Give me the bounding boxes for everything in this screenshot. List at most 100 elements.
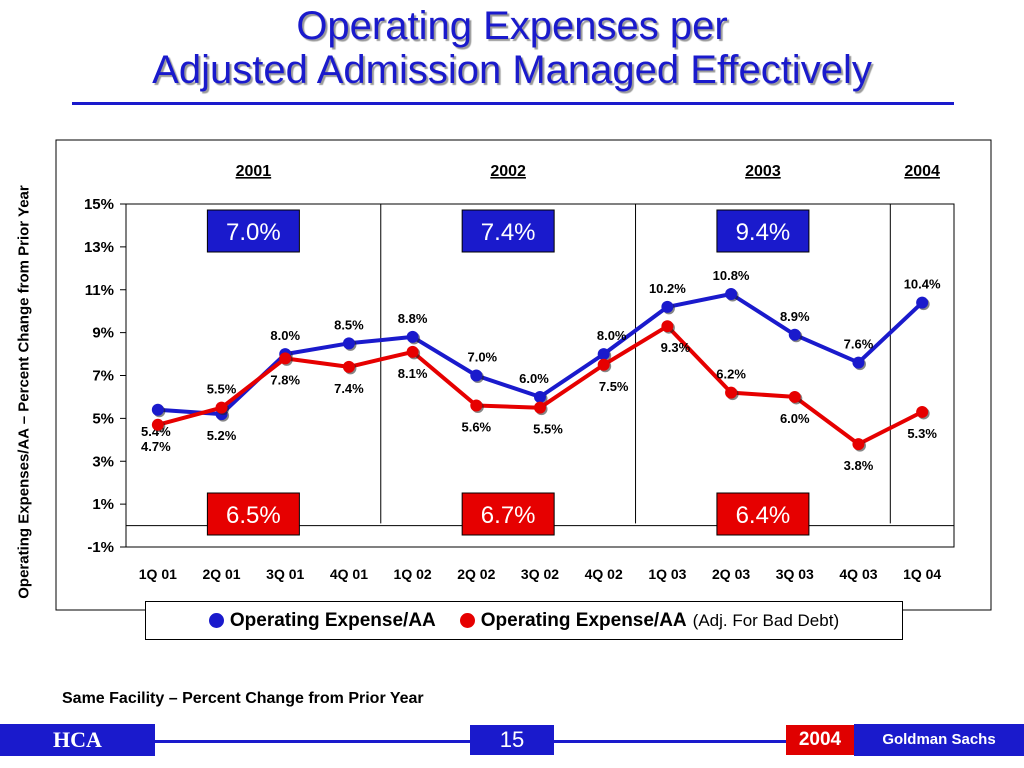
data-label: 7.0% bbox=[467, 350, 497, 365]
data-point bbox=[470, 369, 483, 382]
data-label: 5.3% bbox=[907, 426, 937, 441]
x-tick-label: 1Q 03 bbox=[648, 566, 686, 582]
data-point bbox=[151, 418, 164, 431]
y-tick-label: 5% bbox=[92, 410, 114, 427]
year-summary-bottom-box bbox=[461, 492, 555, 536]
footer-partner: Goldman Sachs bbox=[854, 724, 1024, 756]
x-tick-label: 2Q 03 bbox=[712, 566, 750, 582]
red-dot-icon bbox=[459, 613, 475, 628]
data-label: 7.5% bbox=[599, 379, 629, 394]
title-underline bbox=[72, 102, 954, 105]
data-point bbox=[470, 399, 483, 412]
data-label: 6.2% bbox=[716, 367, 746, 382]
data-label: 8.5% bbox=[334, 317, 364, 332]
data-point bbox=[788, 390, 801, 403]
year-summary-top-value: 9.4% bbox=[736, 219, 791, 246]
legend-label-opex-adj: Operating Expense/AA bbox=[480, 609, 687, 631]
y-tick-label: 1% bbox=[92, 496, 114, 513]
data-label: 8.1% bbox=[398, 366, 428, 381]
data-point bbox=[215, 401, 228, 414]
x-tick-label: 4Q 01 bbox=[330, 566, 368, 582]
y-tick-label: -1% bbox=[87, 539, 114, 556]
data-point bbox=[661, 300, 674, 313]
y-tick-label: 7% bbox=[92, 368, 114, 385]
title-line-1: Operating Expenses per bbox=[296, 4, 728, 48]
data-label: 10.4% bbox=[904, 277, 941, 292]
data-label: 5.2% bbox=[207, 428, 237, 443]
year-summary-top-value: 7.4% bbox=[481, 219, 536, 246]
year-summary-top-box bbox=[206, 209, 300, 253]
data-point bbox=[342, 337, 355, 350]
blue-dot-icon bbox=[208, 613, 224, 628]
x-tick-label: 1Q 02 bbox=[394, 566, 432, 582]
y-tick-label: 15% bbox=[84, 196, 114, 213]
hca-logo: HCA bbox=[0, 724, 155, 756]
year-summary-bottom-value: 6.7% bbox=[481, 502, 536, 529]
data-label: 3.8% bbox=[844, 458, 874, 473]
data-label: 5.6% bbox=[461, 420, 491, 435]
data-label: 5.5% bbox=[207, 382, 237, 397]
y-tick-label: 11% bbox=[85, 282, 114, 299]
page-number: 15 bbox=[470, 725, 554, 755]
x-tick-label: 3Q 03 bbox=[776, 566, 814, 582]
x-tick-label: 2Q 01 bbox=[202, 566, 240, 582]
data-point bbox=[534, 401, 546, 414]
year-label: 2004 bbox=[904, 163, 940, 180]
year-label: 2001 bbox=[236, 163, 272, 180]
year-summary-bottom-box bbox=[206, 492, 300, 536]
data-label: 6.0% bbox=[519, 371, 549, 386]
y-tick-label: 13% bbox=[84, 239, 114, 256]
legend-label-opex: Operating Expense/AA bbox=[229, 609, 436, 631]
x-tick-label: 3Q 01 bbox=[266, 566, 304, 582]
chart-footnote: Same Facility – Percent Change from Prio… bbox=[62, 690, 424, 707]
data-point bbox=[534, 390, 546, 403]
legend-item-opex: Operating Expense/AA bbox=[208, 609, 436, 632]
data-point bbox=[406, 345, 419, 358]
data-point bbox=[597, 358, 610, 371]
data-label: 10.8% bbox=[713, 268, 750, 283]
data-point bbox=[852, 438, 865, 451]
data-label: 8.9% bbox=[780, 309, 810, 324]
data-label: 7.4% bbox=[334, 381, 364, 396]
data-label: 8.0% bbox=[597, 328, 627, 343]
year-label: 2002 bbox=[490, 163, 526, 180]
line-chart: -1% 1% 3% 5% 7% 9% 11% 13% 15% 1Q 01 2Q 01 3Q 01 4Q … bbox=[55, 139, 992, 611]
data-point bbox=[788, 328, 801, 341]
x-tick-label: 4Q 03 bbox=[839, 566, 877, 582]
year-summary-top-box bbox=[461, 209, 555, 253]
page-title: Operating Expenses per Adjusted Admissio… bbox=[0, 4, 1024, 92]
data-point bbox=[661, 320, 674, 333]
data-point bbox=[406, 330, 419, 343]
x-tick-label: 1Q 01 bbox=[139, 566, 177, 582]
data-point bbox=[852, 356, 865, 369]
data-label: 8.0% bbox=[270, 328, 300, 343]
legend-label-opex-adj-suffix: (Adj. For Bad Debt) bbox=[692, 610, 840, 630]
footer-year-badge: 2004 bbox=[786, 725, 854, 755]
data-point bbox=[597, 348, 610, 361]
data-label: 4.7% bbox=[141, 439, 171, 454]
data-point bbox=[342, 360, 355, 373]
y-tick-label: 3% bbox=[92, 453, 114, 470]
x-tick-label: 2Q 02 bbox=[457, 566, 495, 582]
data-point bbox=[279, 352, 292, 365]
data-label: 7.6% bbox=[844, 337, 874, 352]
chart-legend: Operating Expense/AA Operating Expense/A… bbox=[145, 601, 903, 640]
data-label: 7.8% bbox=[270, 372, 300, 387]
year-summary-bottom-value: 6.5% bbox=[226, 502, 281, 529]
title-line-2: Adjusted Admission Managed Effectively bbox=[152, 48, 872, 92]
year-summary-bottom-box bbox=[716, 492, 810, 536]
legend-item-opex-adj: Operating Expense/AA (Adj. For Bad Debt) bbox=[459, 609, 840, 632]
data-label: 10.2% bbox=[649, 281, 686, 296]
data-point bbox=[916, 296, 929, 309]
data-point bbox=[725, 288, 738, 301]
x-tick-label: 3Q 02 bbox=[521, 566, 559, 582]
year-summary-bottom-value: 6.4% bbox=[736, 502, 791, 529]
data-label: 9.3% bbox=[661, 340, 691, 355]
y-tick-label: 9% bbox=[92, 325, 114, 342]
year-summary-top-value: 7.0% bbox=[226, 219, 281, 246]
data-label: 5.5% bbox=[533, 422, 563, 437]
data-point bbox=[725, 386, 738, 399]
x-tick-label: 4Q 02 bbox=[585, 566, 623, 582]
data-point bbox=[151, 403, 164, 416]
data-label: 6.0% bbox=[780, 411, 810, 426]
